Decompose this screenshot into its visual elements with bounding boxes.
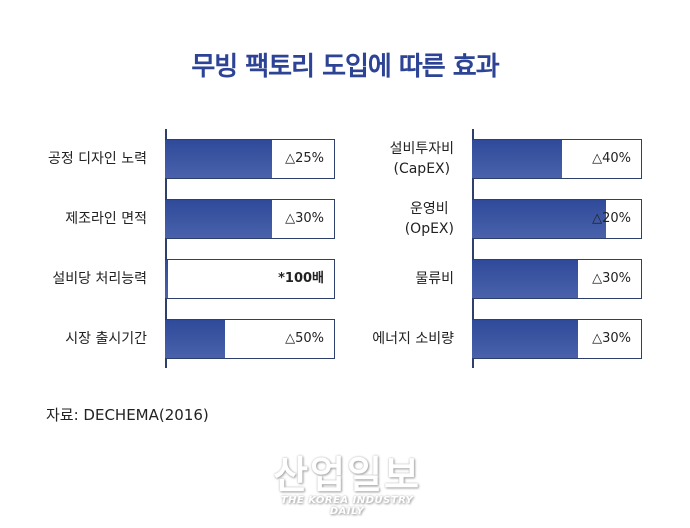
- bar-fill: [472, 320, 578, 358]
- bar-fill: [165, 260, 168, 298]
- bar-label: 시장 출시기간: [65, 331, 147, 347]
- bar-box: △25%: [165, 139, 335, 179]
- bar-box: △30%: [472, 259, 642, 299]
- bar-fill: [472, 200, 606, 238]
- watermark-main: 산업일보: [273, 453, 421, 497]
- bar-box: △50%: [165, 319, 335, 359]
- bar-fill: [472, 260, 578, 298]
- bar-box: △30%: [472, 319, 642, 359]
- bar-box: △20%: [472, 199, 642, 239]
- left-axis-line: [165, 129, 167, 368]
- bar-fill: [165, 200, 272, 238]
- bar-label-line2: (OpEX): [404, 221, 454, 237]
- bar-box: *100배: [165, 259, 335, 299]
- bar-label-line1: 설비투자비: [389, 141, 454, 157]
- source-note: 자료: DECHEMA(2016): [46, 406, 209, 424]
- bar-box: △40%: [472, 139, 642, 179]
- bar-row: 운영비 (OpEX) △20%: [405, 199, 642, 239]
- bar-row: 에너지 소비량 △30%: [372, 319, 642, 359]
- bar-label: 설비투자비 (CapEX): [390, 139, 454, 179]
- bar-label: 제조라인 면적: [65, 211, 147, 227]
- bar-value: △20%: [592, 211, 631, 226]
- bar-value: △40%: [592, 151, 631, 166]
- bar-label: 공정 디자인 노력: [47, 151, 147, 167]
- watermark-logo: 산업일보 THE KOREA INDUSTRY DAILY: [262, 455, 432, 517]
- bar-row: 제조라인 면적 △30%: [65, 199, 335, 239]
- bar-label: 설비당 처리능력: [52, 271, 147, 287]
- bar-row: 시장 출시기간 △50%: [65, 319, 335, 359]
- bar-value: △25%: [285, 151, 324, 166]
- bar-label: 운영비 (OpEX): [405, 199, 454, 239]
- bar-row: 공정 디자인 노력 △25%: [48, 139, 335, 179]
- bar-fill: [165, 320, 225, 358]
- bar-fill: [472, 140, 562, 178]
- bar-value: △50%: [285, 331, 324, 346]
- bar-box: △30%: [165, 199, 335, 239]
- bar-label: 에너지 소비량: [372, 331, 454, 347]
- bar-label-line1: 운영비: [410, 201, 449, 217]
- bar-row: 물류비 △30%: [415, 259, 642, 299]
- bar-row: 설비당 처리능력 *100배: [52, 259, 335, 299]
- bar-value: △30%: [592, 271, 631, 286]
- watermark-sub: THE KOREA INDUSTRY DAILY: [280, 495, 414, 517]
- right-axis-line: [472, 129, 474, 368]
- bar-value: *100배: [278, 271, 324, 286]
- bar-value: △30%: [285, 211, 324, 226]
- chart-title: 무빙 팩토리 도입에 따른 효과: [191, 52, 499, 82]
- bar-label-line2: (CapEX): [393, 161, 451, 177]
- bar-row: 설비투자비 (CapEX) △40%: [390, 139, 642, 179]
- bar-fill: [165, 140, 272, 178]
- bar-value: △30%: [592, 331, 631, 346]
- bar-label: 물류비: [415, 271, 454, 287]
